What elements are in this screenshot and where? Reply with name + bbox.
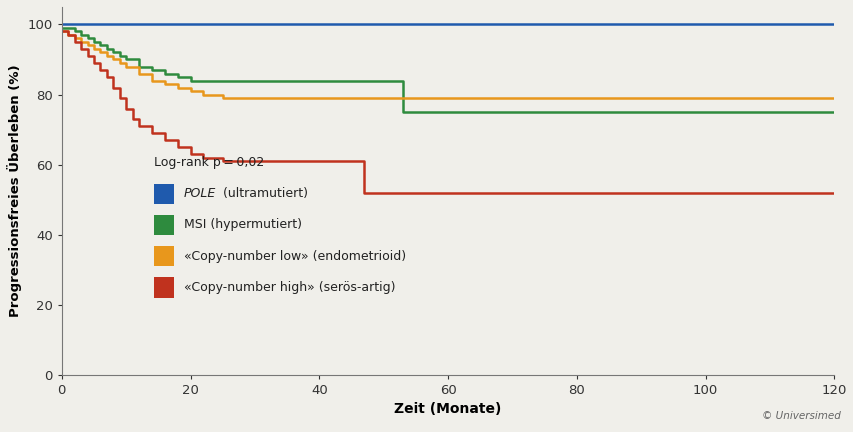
- Text: Log-rank p = 0,02: Log-rank p = 0,02: [154, 156, 264, 169]
- Text: POLE: POLE: [183, 187, 216, 200]
- Text: MSI (hypermutiert): MSI (hypermutiert): [183, 219, 301, 232]
- X-axis label: Zeit (Monate): Zeit (Monate): [394, 403, 502, 416]
- FancyBboxPatch shape: [154, 184, 174, 204]
- Text: © Universimed: © Universimed: [762, 411, 840, 421]
- FancyBboxPatch shape: [154, 277, 174, 298]
- Text: (ultramutiert): (ultramutiert): [218, 187, 307, 200]
- FancyBboxPatch shape: [154, 246, 174, 266]
- FancyBboxPatch shape: [154, 215, 174, 235]
- Text: «Copy-number high» (serös-artig): «Copy-number high» (serös-artig): [183, 281, 395, 294]
- Y-axis label: Progressionsfreies Überleben (%): Progressionsfreies Überleben (%): [7, 64, 22, 317]
- Text: «Copy-number low» (endometrioid): «Copy-number low» (endometrioid): [183, 250, 405, 263]
